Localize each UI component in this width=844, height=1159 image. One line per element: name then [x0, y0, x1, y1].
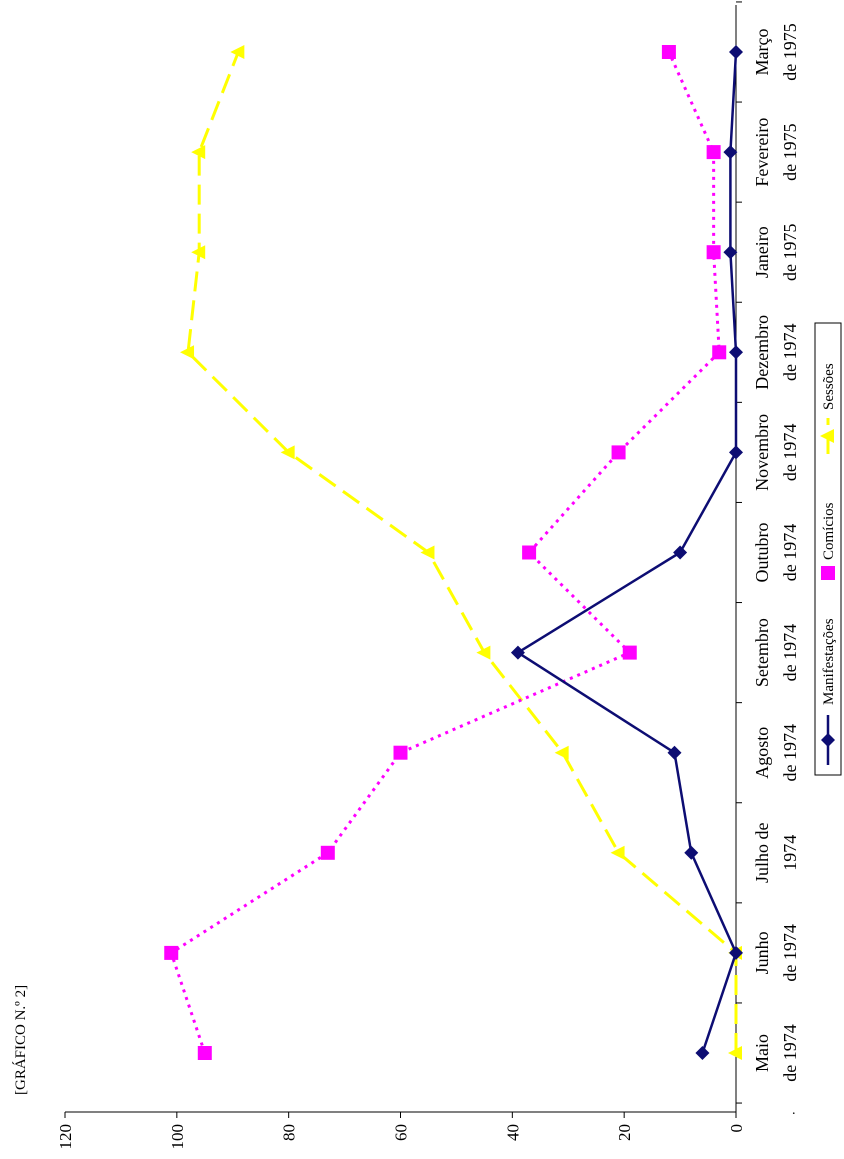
data-point-marker	[180, 345, 195, 360]
value-tick-label: 120	[56, 1124, 75, 1150]
category-tick-label: de 1974	[780, 624, 800, 682]
data-point-marker	[554, 745, 569, 760]
data-point-marker	[706, 245, 721, 260]
series-diamond	[510, 45, 743, 1060]
legend-swatch-marker	[821, 733, 835, 747]
data-point-marker	[728, 1046, 742, 1060]
data-point-marker	[729, 945, 743, 960]
data-point-marker	[476, 645, 491, 660]
category-axis-ticks: Maio de 1974 Junho de 1974 Julho de 1974 Agost…	[736, 1, 800, 1104]
data-point-marker	[610, 845, 625, 860]
legend-swatch-marker	[820, 429, 834, 443]
data-point-marker	[723, 145, 738, 160]
category-tick-label: de 1974	[780, 924, 800, 982]
category-tick-label: Janeiro	[752, 226, 772, 278]
data-point-marker	[191, 145, 206, 160]
data-point-marker	[522, 545, 537, 560]
legend: Manifestações Comícios Sessões	[814, 322, 842, 776]
category-tick-label: de 1975	[780, 23, 800, 81]
data-point-marker	[695, 1046, 710, 1060]
data-point-marker	[164, 945, 179, 960]
value-tick-label: 80	[280, 1124, 299, 1141]
value-tick-label: 60	[392, 1124, 411, 1141]
series-line	[169, 51, 721, 1054]
data-point-marker	[729, 445, 743, 460]
data-point-marker	[729, 345, 743, 360]
data-point-marker	[729, 45, 743, 59]
legend-entry-label: Manifestações	[821, 618, 837, 705]
category-tick-label: Março	[752, 29, 772, 76]
legend-entry-label: Comícios	[821, 502, 837, 560]
series-line	[186, 51, 738, 1053]
data-point-marker	[280, 445, 295, 460]
data-point-marker	[667, 745, 682, 760]
category-tick-label: Outubro	[752, 523, 772, 583]
series-layer	[164, 45, 743, 1060]
data-point-marker	[661, 45, 676, 59]
category-tick-label: de 1974	[780, 1024, 800, 1082]
data-point-marker	[393, 745, 408, 760]
data-point-marker	[197, 1046, 212, 1060]
footnote-mark: .	[792, 1103, 796, 1118]
category-tick-label: Fevereiro	[752, 118, 772, 187]
data-point-marker	[723, 245, 738, 260]
category-tick-label: Julho de	[752, 823, 772, 884]
category-tick-label: Agosto	[752, 727, 772, 779]
legend-box	[814, 322, 842, 776]
legend-entry-label: Sessões	[821, 363, 837, 410]
legend-swatch-marker	[821, 566, 835, 580]
data-point-marker	[712, 345, 727, 360]
value-tick-label: 20	[615, 1124, 634, 1141]
data-point-marker	[706, 145, 721, 160]
data-point-marker	[510, 645, 525, 660]
category-tick-label: Maio	[752, 1034, 772, 1072]
data-point-marker	[684, 845, 699, 860]
series-square	[164, 45, 727, 1060]
data-point-marker	[230, 45, 245, 59]
data-point-marker	[673, 545, 688, 560]
chart-header-label: [GRÁFICO N.º 2]	[12, 985, 29, 1095]
category-tick-label: Setembro	[752, 618, 772, 687]
data-point-marker	[420, 545, 435, 560]
data-point-marker	[611, 445, 626, 460]
category-tick-label: Junho	[752, 931, 772, 974]
category-tick-label: 1974	[780, 835, 800, 871]
data-point-marker	[191, 245, 206, 260]
series-line	[516, 51, 738, 1054]
category-tick-label: Dezembro	[752, 315, 772, 390]
value-tick-label: 100	[168, 1124, 187, 1150]
category-tick-label: de 1974	[780, 324, 800, 382]
category-tick-label: Novembro	[752, 414, 772, 491]
category-tick-label: de 1975	[780, 123, 800, 181]
value-axis-ticks: 0 20 40 60 80 100 120	[56, 1112, 746, 1150]
category-tick-label: de 1974	[780, 524, 800, 582]
category-tick-label: de 1975	[780, 223, 800, 281]
series-triangle	[180, 45, 742, 1060]
category-tick-label: de 1974	[780, 724, 800, 782]
value-tick-label: 40	[503, 1124, 522, 1141]
data-point-marker	[320, 845, 335, 860]
data-point-marker	[622, 645, 637, 660]
value-tick-label: 0	[727, 1124, 746, 1133]
category-tick-label: de 1974	[780, 424, 800, 482]
